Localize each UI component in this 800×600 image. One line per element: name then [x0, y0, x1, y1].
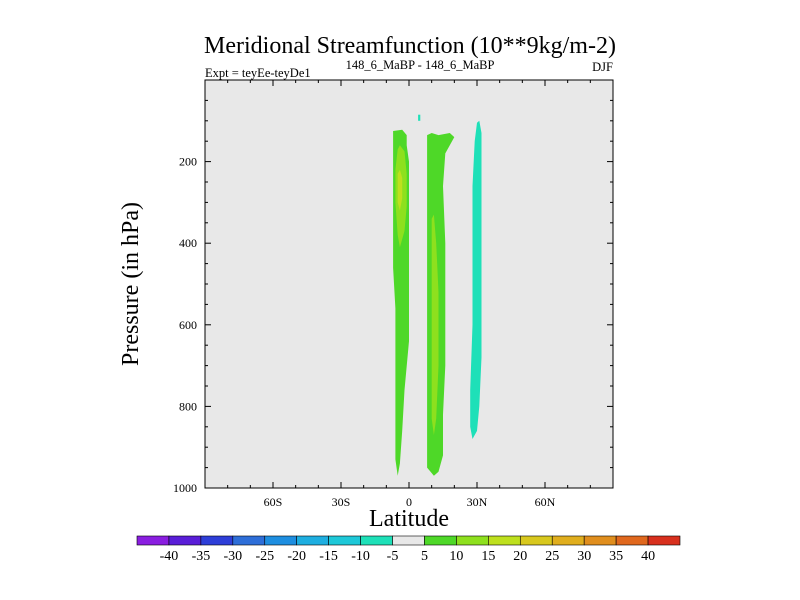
colorbar-label: -10 — [351, 549, 370, 564]
colorbar-box — [168, 535, 202, 546]
colorbar-box — [232, 535, 266, 546]
colorbar-box — [200, 535, 234, 546]
axis-ticks: 60S 30S 0 30N 60N 200 400 600 800 1000 — [173, 80, 613, 509]
chart-subtitle-left: Expt = teyEe-teyDe1 — [205, 66, 311, 80]
contour-positive-cell-equator-core — [431, 214, 439, 435]
colorbar-box — [360, 535, 393, 546]
chart-title: Meridional Streamfunction (10**9kg/m-2) — [204, 33, 616, 59]
colorbar-label: -35 — [192, 549, 211, 564]
y-axis-label: Pressure (in hPa) — [118, 202, 144, 366]
y-tick-label: 1000 — [173, 481, 197, 495]
colorbar-box — [328, 535, 361, 546]
colorbar-label: 10 — [449, 549, 463, 564]
colorbar-label: -30 — [223, 549, 242, 564]
colorbar-label: 20 — [513, 549, 527, 564]
colorbar-label: -5 — [387, 549, 399, 564]
colorbar-box — [647, 535, 681, 546]
contour-negative-cell-north — [470, 120, 482, 440]
colorbar-label: 15 — [481, 549, 495, 564]
x-tick-label: 60N — [535, 495, 556, 509]
x-tick-label: 30N — [467, 495, 488, 509]
chart-subtitle-right: DJF — [592, 60, 613, 74]
colorbar-box — [583, 535, 617, 546]
colorbar-label: -40 — [160, 549, 179, 564]
contour-negative-speck — [418, 114, 421, 121]
y-tick-label: 800 — [179, 399, 197, 413]
colorbar-label: 5 — [421, 549, 428, 564]
x-tick-label: 30S — [332, 495, 351, 509]
colorbar-box — [456, 535, 489, 546]
contour-regions — [393, 114, 482, 476]
colorbar-box — [392, 535, 425, 546]
colorbar-box — [488, 535, 521, 546]
chart-subtitle-center: 148_6_MaBP - 148_6_MaBP — [346, 58, 495, 72]
colorbar-box — [296, 535, 329, 546]
colorbar-label: 35 — [609, 549, 623, 564]
y-tick-label: 600 — [179, 318, 197, 332]
colorbar-label: -25 — [255, 549, 274, 564]
colorbar-box — [264, 535, 298, 546]
colorbar-box — [136, 535, 170, 546]
contour-positive-cell-south-max — [397, 169, 403, 211]
colorbar-label: 25 — [545, 549, 559, 564]
colorbar-label: 30 — [577, 549, 591, 564]
colorbar-label: 40 — [641, 549, 655, 564]
x-axis-label: Latitude — [369, 506, 449, 532]
colorbar-label: -15 — [319, 549, 338, 564]
y-tick-label: 400 — [179, 236, 197, 250]
colorbar-box — [615, 535, 649, 546]
y-tick-label: 200 — [179, 155, 197, 169]
colorbar: -40 -35 -30 -25 -20 -15 -10 -5 5 10 15 20 25 30 35 40 — [136, 535, 681, 564]
colorbar-box — [424, 535, 457, 546]
x-tick-label: 0 — [406, 495, 412, 509]
colorbar-box — [519, 535, 553, 546]
colorbar-label: -20 — [287, 549, 306, 564]
x-tick-label: 60S — [264, 495, 283, 509]
colorbar-box — [551, 535, 585, 546]
